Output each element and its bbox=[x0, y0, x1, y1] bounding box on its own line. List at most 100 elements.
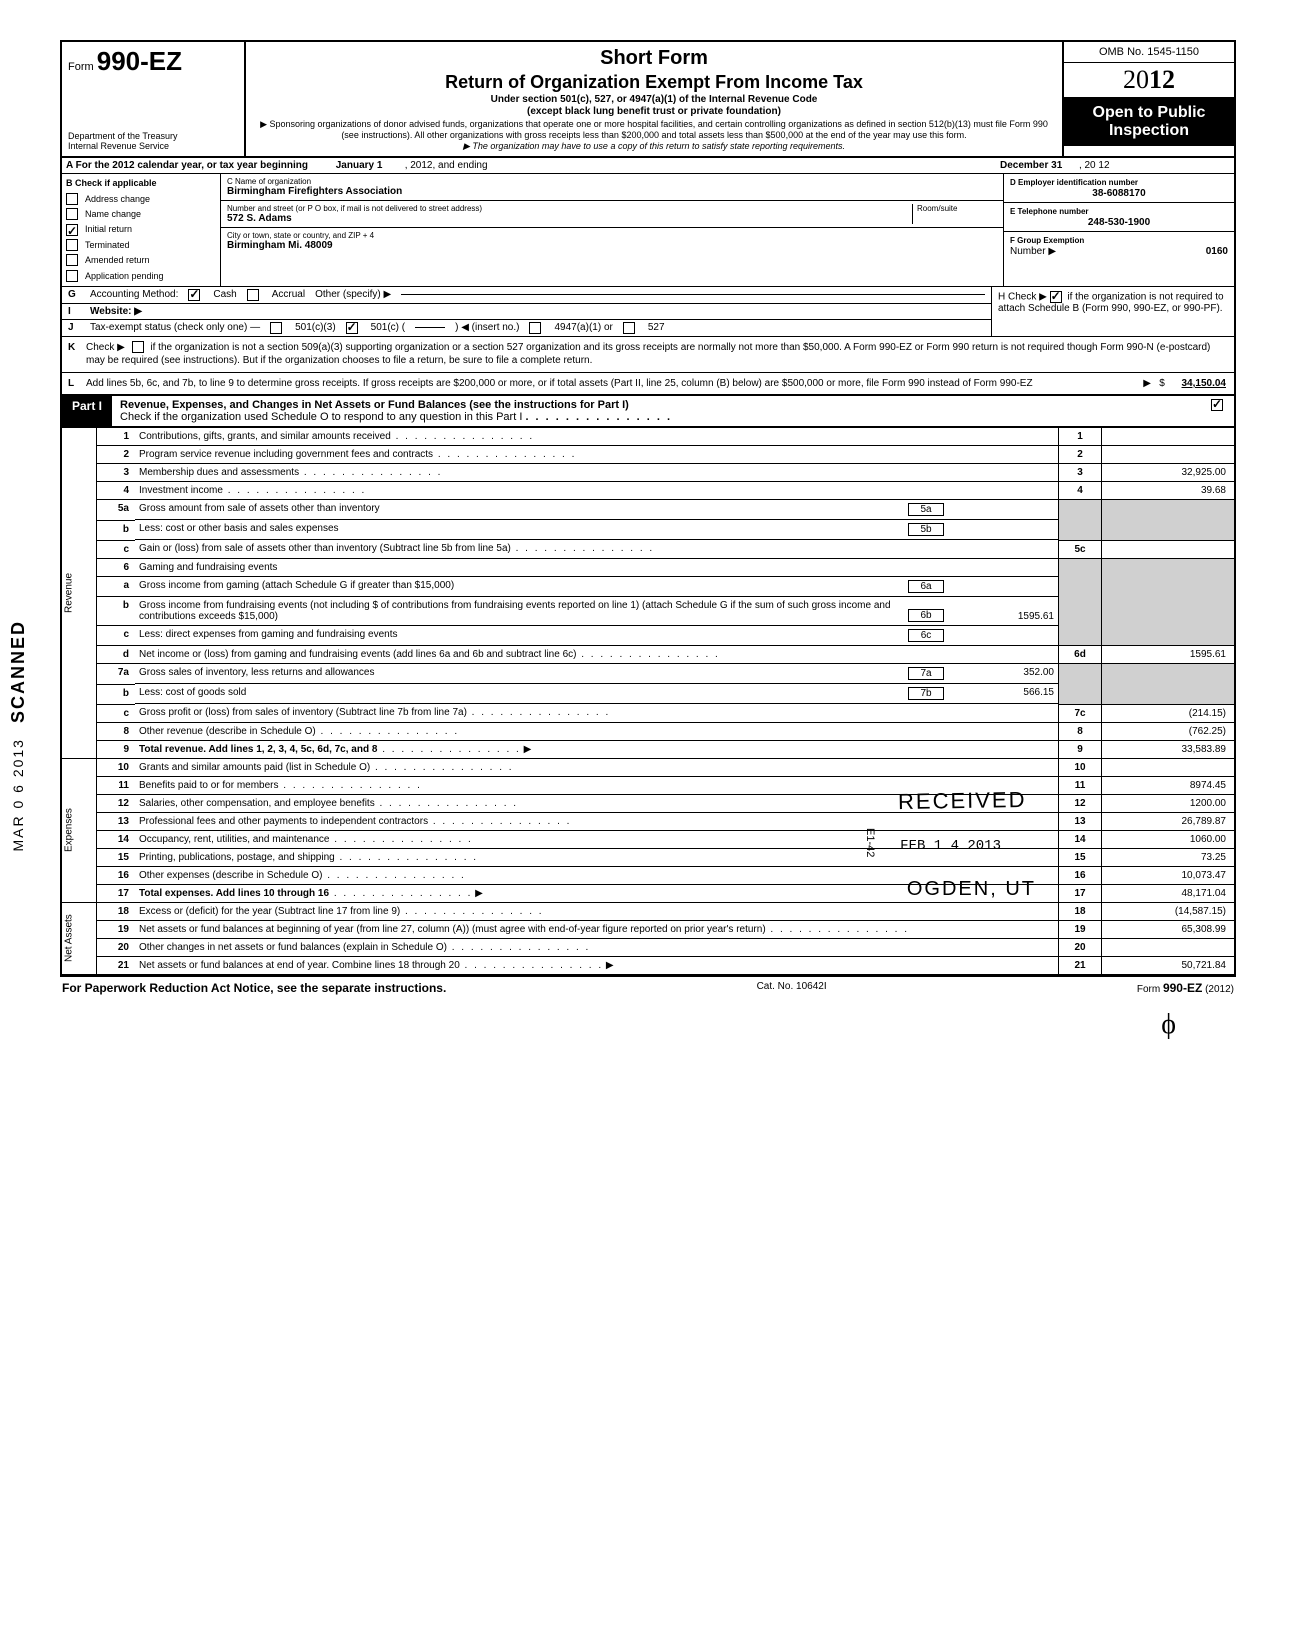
ln-8-box: 8 bbox=[1059, 722, 1102, 740]
c-name-lbl: C Name of organization bbox=[227, 177, 997, 186]
chk-h[interactable] bbox=[1050, 291, 1062, 303]
ein: 38-6088170 bbox=[1010, 188, 1228, 199]
chk-501c3[interactable] bbox=[270, 322, 282, 334]
ln-3-val: 32,925.00 bbox=[1102, 464, 1236, 482]
dept-block: Department of the Treasury Internal Reve… bbox=[68, 132, 238, 152]
k-label: Check ▶ bbox=[86, 342, 125, 353]
row-a: A For the 2012 calendar year, or tax yea… bbox=[60, 158, 1236, 174]
chk-name[interactable] bbox=[66, 208, 78, 220]
tax-year: 2012 bbox=[1064, 63, 1234, 98]
ln-6-graybox bbox=[1059, 558, 1102, 646]
ln-5b-sv bbox=[944, 523, 1054, 536]
ln-5a-sv bbox=[944, 503, 1054, 516]
ln-6d-num: d bbox=[97, 646, 136, 664]
ln-19-num: 19 bbox=[97, 920, 136, 938]
chk-app[interactable] bbox=[66, 270, 78, 282]
j-c3: 501(c)(3) bbox=[295, 322, 336, 333]
header-sub2: (except black lung benefit trust or priv… bbox=[527, 106, 781, 117]
ln-13-val: 26,789.87 bbox=[1102, 812, 1236, 830]
row-l: L Add lines 5b, 6c, and 7b, to line 9 to… bbox=[60, 373, 1236, 396]
ln-17-val: 48,171.04 bbox=[1102, 884, 1236, 902]
chk-cash[interactable] bbox=[188, 289, 200, 301]
ln-12-box: 12 bbox=[1059, 794, 1102, 812]
page-footer: For Paperwork Reduction Act Notice, see … bbox=[60, 975, 1236, 999]
ln-4-num: 4 bbox=[97, 482, 136, 500]
ln-15-desc: Printing, publications, postage, and shi… bbox=[139, 852, 335, 863]
ln-3-desc: Membership dues and assessments bbox=[139, 467, 299, 478]
b-amend: Amended return bbox=[85, 253, 150, 267]
chk-4947[interactable] bbox=[529, 322, 541, 334]
ln-14-num: 14 bbox=[97, 830, 136, 848]
ln-2-desc: Program service revenue including govern… bbox=[139, 449, 433, 460]
ln-7a-desc: Gross sales of inventory, less returns a… bbox=[139, 667, 908, 680]
row-i: I Website: ▶ bbox=[62, 304, 991, 320]
ln-9-val: 33,583.89 bbox=[1102, 740, 1236, 758]
chk-501c[interactable] bbox=[346, 322, 358, 334]
ln-5a-sb: 5a bbox=[908, 503, 944, 516]
k-text: if the organization is not a section 509… bbox=[86, 342, 1210, 367]
ln-1-val bbox=[1102, 428, 1236, 446]
footer-right-post: (2012) bbox=[1202, 984, 1234, 995]
ln-15-num: 15 bbox=[97, 848, 136, 866]
chk-schedule-o[interactable] bbox=[1211, 399, 1223, 411]
open-line2: Inspection bbox=[1064, 122, 1234, 140]
ln-12-desc: Salaries, other compensation, and employ… bbox=[139, 798, 375, 809]
ln-5c-box: 5c bbox=[1059, 540, 1102, 558]
chk-address[interactable] bbox=[66, 193, 78, 205]
ln-6c-sv bbox=[944, 629, 1054, 642]
ln-6b-desc: Gross income from fundraising events (no… bbox=[139, 600, 908, 622]
chk-initial[interactable] bbox=[66, 224, 78, 236]
ln-1-desc: Contributions, gifts, grants, and simila… bbox=[139, 431, 391, 442]
header-state: ▶ The organization may have to use a cop… bbox=[254, 141, 1054, 152]
ln-6c-desc: Less: direct expenses from gaming and fu… bbox=[139, 629, 908, 642]
g-other: Other (specify) ▶ bbox=[315, 289, 391, 300]
ln-5b-desc: Less: cost or other basis and sales expe… bbox=[139, 523, 908, 536]
j-ins: ) ◀ (insert no.) bbox=[455, 322, 519, 333]
ln-4-box: 4 bbox=[1059, 482, 1102, 500]
section-def: D Employer identification number 38-6088… bbox=[1004, 174, 1234, 286]
org-street: 572 S. Adams bbox=[227, 213, 292, 224]
ln-21-desc: Net assets or fund balances at end of ye… bbox=[139, 960, 460, 971]
l-amount: 34,150.04 bbox=[1182, 378, 1227, 389]
chk-k[interactable] bbox=[132, 341, 144, 353]
header-right: OMB No. 1545-1150 2012 Open to Public In… bbox=[1064, 42, 1234, 156]
chk-accrual[interactable] bbox=[247, 289, 259, 301]
ln-12-val: 1200.00 bbox=[1102, 794, 1236, 812]
ln-6d-desc: Net income or (loss) from gaming and fun… bbox=[139, 649, 576, 660]
ln-7c-desc: Gross profit or (loss) from sales of inv… bbox=[139, 707, 467, 718]
year-bold: 12 bbox=[1149, 65, 1175, 94]
ln-13-box: 13 bbox=[1059, 812, 1102, 830]
f-lbl2: Number ▶ bbox=[1010, 246, 1056, 257]
chk-527[interactable] bbox=[623, 322, 635, 334]
form-number: Form 990-EZ bbox=[68, 46, 238, 77]
phone: 248-530-1900 bbox=[1010, 217, 1228, 228]
ln-2-num: 2 bbox=[97, 446, 136, 464]
g-lead: G bbox=[68, 289, 80, 300]
row-a-tail: , 20 12 bbox=[1079, 160, 1110, 171]
chk-amend[interactable] bbox=[66, 254, 78, 266]
ln-5a-num: 5a bbox=[97, 500, 136, 521]
form-number-bold: 990-EZ bbox=[97, 46, 182, 76]
ln-19-box: 19 bbox=[1059, 920, 1102, 938]
g-cash: Cash bbox=[213, 289, 236, 300]
ln-7c-box: 7c bbox=[1059, 704, 1102, 722]
ln-7a-num: 7a bbox=[97, 664, 136, 685]
ln-10-val bbox=[1102, 758, 1236, 776]
ln-4-desc: Investment income bbox=[139, 485, 223, 496]
c-room-lbl: Room/suite bbox=[917, 204, 997, 213]
j-c: 501(c) ( bbox=[371, 322, 405, 333]
chk-term[interactable] bbox=[66, 239, 78, 251]
b-name: Name change bbox=[85, 207, 141, 221]
ln-14-box: 14 bbox=[1059, 830, 1102, 848]
ln-17-desc: Total expenses. Add lines 10 through 16 bbox=[139, 888, 329, 899]
ln-5c-num: c bbox=[97, 540, 136, 558]
ln-13-num: 13 bbox=[97, 812, 136, 830]
header-left: Form 990-EZ Department of the Treasury I… bbox=[62, 42, 246, 156]
ln-6b-sv: 1595.61 bbox=[944, 611, 1054, 622]
section-h: H Check ▶ if the organization is not req… bbox=[992, 287, 1234, 336]
ln-18-num: 18 bbox=[97, 902, 136, 920]
ln-9-num: 9 bbox=[97, 740, 136, 758]
ln-3-num: 3 bbox=[97, 464, 136, 482]
dept-irs: Internal Revenue Service bbox=[68, 142, 238, 152]
initial-mark: ϕ bbox=[60, 999, 1236, 1041]
